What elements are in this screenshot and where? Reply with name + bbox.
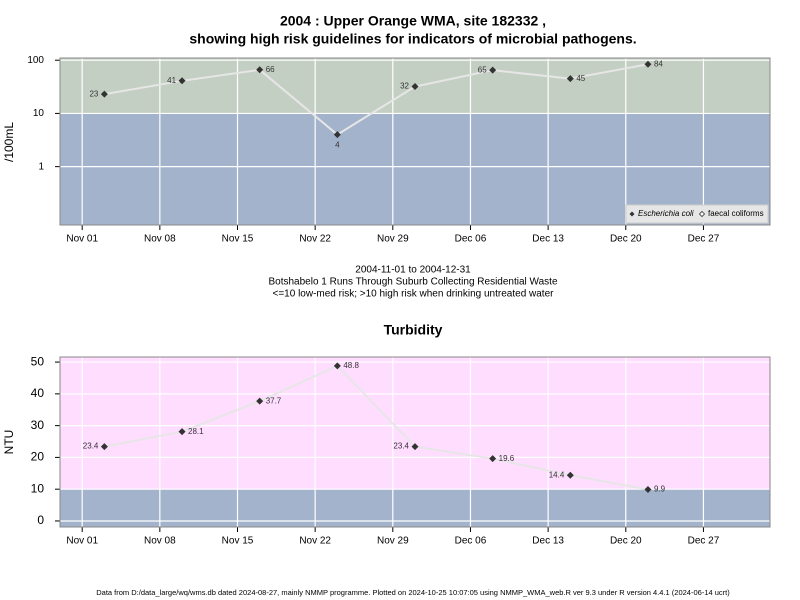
data-point (644, 486, 652, 494)
legend-label: Escherichia coli (638, 209, 694, 218)
data-point (100, 443, 108, 451)
plot-frame (59, 57, 771, 226)
data-label: 23.4 (83, 442, 99, 451)
y-tick-label: 0 (37, 513, 44, 527)
data-label: 65 (478, 65, 487, 74)
x-tick-label: Dec 13 (532, 536, 564, 547)
x-tick-label: Nov 08 (144, 536, 176, 547)
data-label: 41 (167, 76, 176, 85)
x-tick-label: Nov 08 (144, 234, 176, 245)
y-tick-label: 30 (31, 418, 45, 432)
data-point (256, 66, 264, 74)
data-point (178, 77, 186, 85)
data-label: 9.9 (654, 485, 666, 494)
data-label: 14.4 (549, 470, 565, 479)
x-tick-label: Nov 22 (299, 536, 331, 547)
data-point (489, 66, 497, 74)
data-point (411, 443, 419, 451)
legend-box (625, 204, 769, 224)
plot-frame (59, 356, 771, 528)
footer: Data from D:/data_large/wq/wms.db dated … (96, 588, 730, 597)
data-label: 4 (335, 141, 340, 150)
y-tick-label: 100 (27, 55, 44, 66)
legend: Escherichia coli faecal coliforms (625, 204, 769, 224)
x-tick-label: Dec 06 (455, 234, 487, 245)
y-tick-label: 10 (31, 481, 45, 495)
data-label: 84 (654, 59, 663, 68)
data-point (644, 60, 652, 68)
chart-title: Turbidity (384, 322, 443, 338)
data-point (333, 362, 341, 370)
chart-subtitle: showing high risk guidelines for indicat… (189, 31, 636, 47)
note: Botshabelo 1 Runs Through Suburb Collect… (268, 277, 557, 288)
data-point (256, 397, 264, 405)
series-line (104, 364, 649, 491)
series-line (104, 63, 649, 136)
x-tick-label: Dec 27 (688, 234, 720, 245)
data-label: 37.7 (266, 396, 282, 405)
data-point (411, 83, 419, 91)
x-tick-label: Nov 29 (377, 234, 409, 245)
x-tick-label: Nov 29 (377, 536, 409, 547)
data-point (178, 428, 186, 436)
y-tick-label: 1 (38, 161, 44, 172)
note: <=10 low-med risk; >10 high risk when dr… (273, 289, 555, 300)
data-label: 23 (89, 89, 98, 98)
x-tick-label: Dec 20 (610, 234, 642, 245)
x-tick-label: Dec 06 (455, 536, 487, 547)
y-tick-label: 20 (31, 450, 45, 464)
chart-title: 2004 : Upper Orange WMA, site 182332 , (280, 13, 546, 29)
legend-marker (629, 211, 635, 217)
data-label: 23.4 (393, 442, 409, 451)
y-axis-label: /100mL (2, 122, 16, 162)
data-point (566, 471, 574, 479)
note: 2004-11-01 to 2004-12-31 (355, 265, 471, 276)
x-tick-label: Nov 22 (299, 234, 331, 245)
data-point (333, 131, 341, 139)
data-label: 45 (576, 74, 585, 83)
x-tick-label: Nov 01 (66, 536, 98, 547)
y-axis-label: NTU (2, 430, 16, 455)
x-tick-label: Dec 27 (688, 536, 720, 547)
data-label: 48.8 (343, 361, 359, 370)
data-point (566, 75, 574, 83)
y-tick-label: 10 (33, 108, 45, 119)
x-tick-label: Nov 15 (222, 234, 254, 245)
legend-marker (698, 210, 706, 218)
data-label: 32 (400, 82, 409, 91)
data-label: 66 (266, 65, 275, 74)
x-tick-label: Nov 15 (222, 536, 254, 547)
y-tick-label: 50 (31, 354, 45, 368)
x-tick-label: Dec 20 (610, 536, 642, 547)
x-tick-label: Dec 13 (532, 234, 564, 245)
y-tick-label: 40 (31, 386, 45, 400)
data-label: 28.1 (188, 427, 204, 436)
legend-label: faecal coliforms (708, 209, 764, 218)
data-label: 19.6 (499, 454, 515, 463)
x-tick-label: Nov 01 (66, 234, 98, 245)
high-risk-band (60, 357, 770, 490)
data-point (100, 90, 108, 98)
data-point (489, 455, 497, 463)
